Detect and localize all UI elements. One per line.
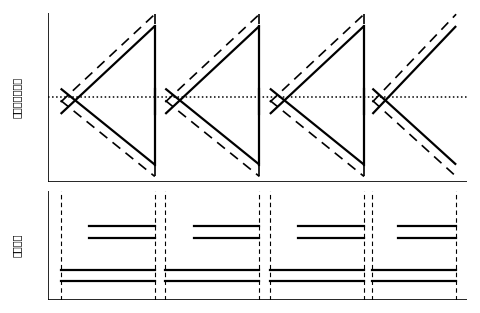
Text: 双边带调制频率: 双边带调制频率: [12, 76, 22, 118]
Text: 频率差频: 频率差频: [12, 234, 22, 258]
